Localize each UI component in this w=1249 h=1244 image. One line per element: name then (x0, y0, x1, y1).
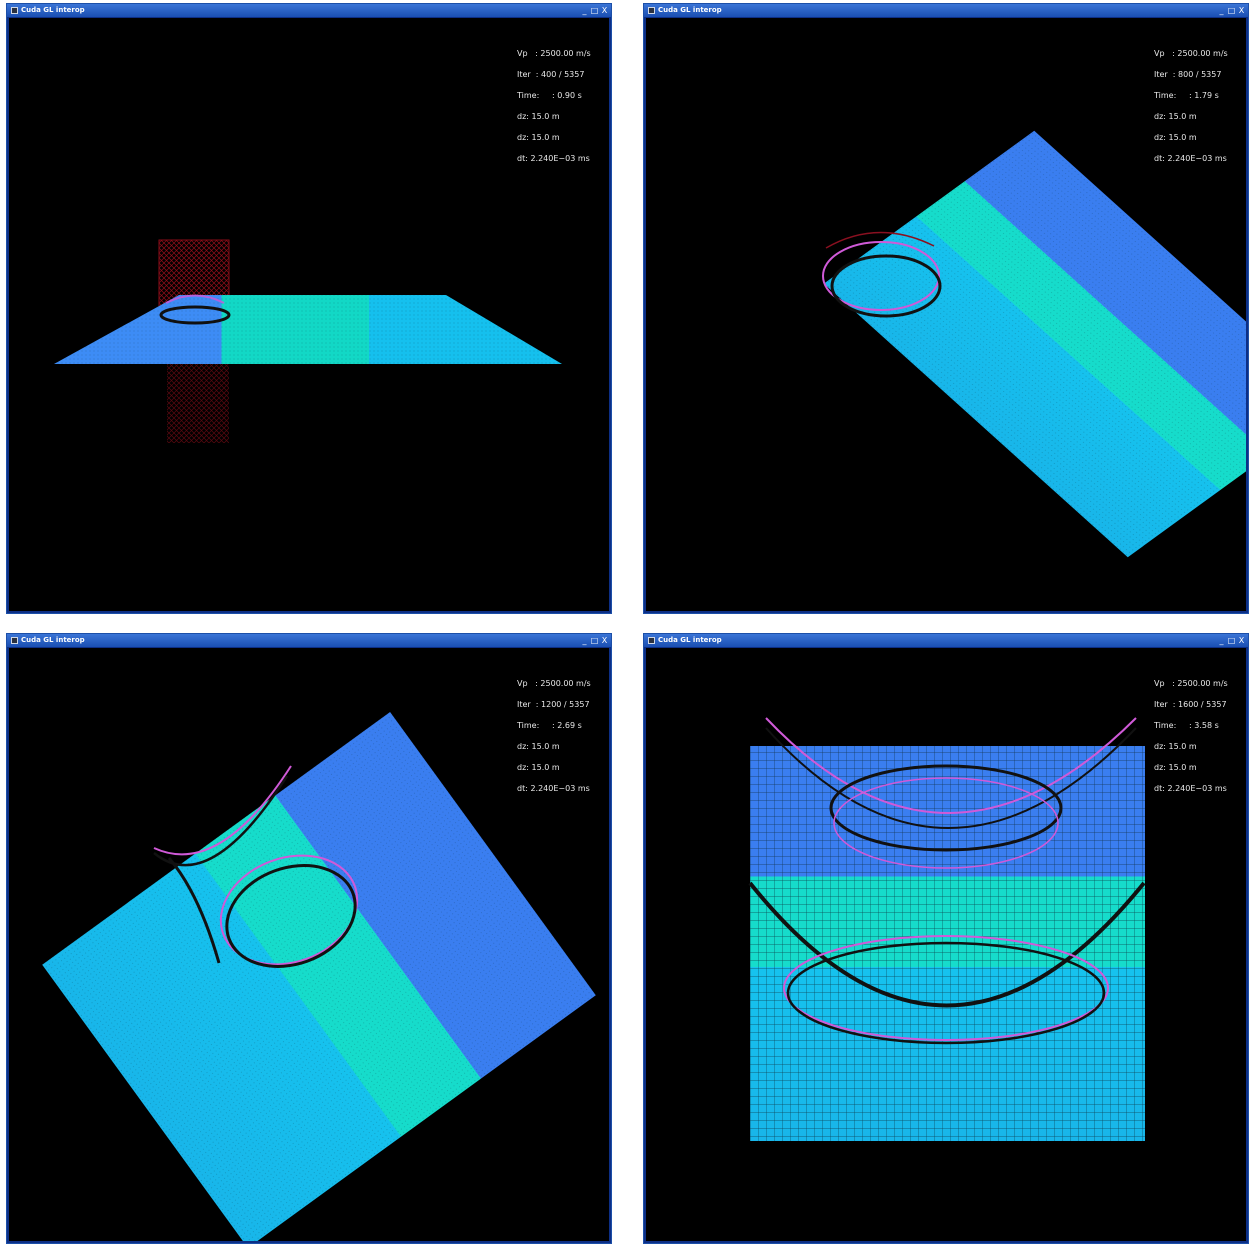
title-bar[interactable]: Cuda GL interop _ □ X (644, 634, 1248, 647)
wavefield-render (748, 717, 1146, 1141)
maximize-icon[interactable]: □ (1227, 636, 1236, 645)
hud-vp: Vp : 2500.00 m/s (517, 49, 591, 58)
app-icon (11, 637, 18, 644)
close-icon[interactable]: X (1238, 636, 1245, 645)
maximize-icon[interactable]: □ (590, 6, 599, 15)
hud-vp: Vp : 2500.00 m/s (517, 679, 591, 688)
minimize-icon[interactable]: _ (582, 636, 587, 645)
hud-time: Time: : 0.90 s (517, 91, 582, 100)
minimize-icon[interactable]: _ (1219, 636, 1224, 645)
gl-viewport[interactable]: Vp : 2500.00 m/s Iter : 800 / 5357 Time:… (646, 18, 1246, 611)
gl-viewport[interactable]: Vp : 2500.00 m/s Iter : 1200 / 5357 Time… (9, 648, 609, 1241)
app-icon (11, 7, 18, 14)
hud-panel: Vp : 2500.00 m/s Iter : 1600 / 5357 Time… (1154, 678, 1228, 804)
gl-viewport[interactable]: Vp : 2500.00 m/s Iter : 1600 / 5357 Time… (646, 648, 1246, 1241)
hud-time: Time: : 2.69 s (517, 721, 582, 730)
app-icon (648, 637, 655, 644)
hud-dz-1: dz: 15.0 m (1154, 112, 1197, 121)
hud-dz-1: dz: 15.0 m (517, 112, 560, 121)
hud-dt: dt: 2.240E−03 ms (517, 784, 590, 793)
window-title: Cuda GL interop (658, 636, 722, 644)
hud-dt: dt: 2.240E−03 ms (1154, 154, 1227, 163)
hud-dz-1: dz: 15.0 m (1154, 742, 1197, 751)
close-icon[interactable]: X (601, 6, 608, 15)
wavefield-render (54, 239, 562, 443)
app-window-4[interactable]: Cuda GL interop _ □ X Vp : 2500.00 m/s I… (643, 633, 1249, 1244)
minimize-icon[interactable]: _ (582, 6, 587, 15)
hud-iter: Iter : 1200 / 5357 (517, 700, 590, 709)
hud-dt: dt: 2.240E−03 ms (517, 154, 590, 163)
minimize-icon[interactable]: _ (1219, 6, 1224, 15)
close-icon[interactable]: X (601, 636, 608, 645)
hud-vp: Vp : 2500.00 m/s (1154, 49, 1228, 58)
title-bar[interactable]: Cuda GL interop _ □ X (7, 4, 611, 17)
hud-panel: Vp : 2500.00 m/s Iter : 1200 / 5357 Time… (517, 678, 591, 804)
hud-iter: Iter : 400 / 5357 (517, 70, 585, 79)
app-icon (648, 7, 655, 14)
title-bar[interactable]: Cuda GL interop _ □ X (644, 4, 1248, 17)
hud-iter: Iter : 1600 / 5357 (1154, 700, 1227, 709)
window-title: Cuda GL interop (658, 6, 722, 14)
hud-dz-1: dz: 15.0 m (517, 742, 560, 751)
gl-viewport[interactable]: Vp : 2500.00 m/s Iter : 400 / 5357 Time:… (9, 18, 609, 611)
hud-time: Time: : 3.58 s (1154, 721, 1219, 730)
window-title: Cuda GL interop (21, 6, 85, 14)
wavefield-render (822, 130, 1246, 558)
hud-dz-2: dz: 15.0 m (517, 763, 560, 772)
maximize-icon[interactable]: □ (1227, 6, 1236, 15)
hud-panel: Vp : 2500.00 m/s Iter : 800 / 5357 Time:… (1154, 48, 1228, 174)
hud-vp: Vp : 2500.00 m/s (1154, 679, 1228, 688)
window-title: Cuda GL interop (21, 636, 85, 644)
app-window-2[interactable]: Cuda GL interop _ □ X Vp : 2500.00 m/s I… (643, 3, 1249, 614)
app-window-1[interactable]: Cuda GL interop _ □ X Vp : 2500.00 m/s I… (6, 3, 612, 614)
hud-dz-2: dz: 15.0 m (1154, 763, 1197, 772)
hud-time: Time: : 1.79 s (1154, 91, 1219, 100)
maximize-icon[interactable]: □ (590, 636, 599, 645)
hud-dz-2: dz: 15.0 m (517, 133, 560, 142)
hud-panel: Vp : 2500.00 m/s Iter : 400 / 5357 Time:… (517, 48, 591, 174)
close-icon[interactable]: X (1238, 6, 1245, 15)
hud-dz-2: dz: 15.0 m (1154, 133, 1197, 142)
wavefield-render (42, 712, 596, 1241)
hud-dt: dt: 2.240E−03 ms (1154, 784, 1227, 793)
app-window-3[interactable]: Cuda GL interop _ □ X Vp : 2500.00 m/s I… (6, 633, 612, 1244)
hud-iter: Iter : 800 / 5357 (1154, 70, 1222, 79)
title-bar[interactable]: Cuda GL interop _ □ X (7, 634, 611, 647)
